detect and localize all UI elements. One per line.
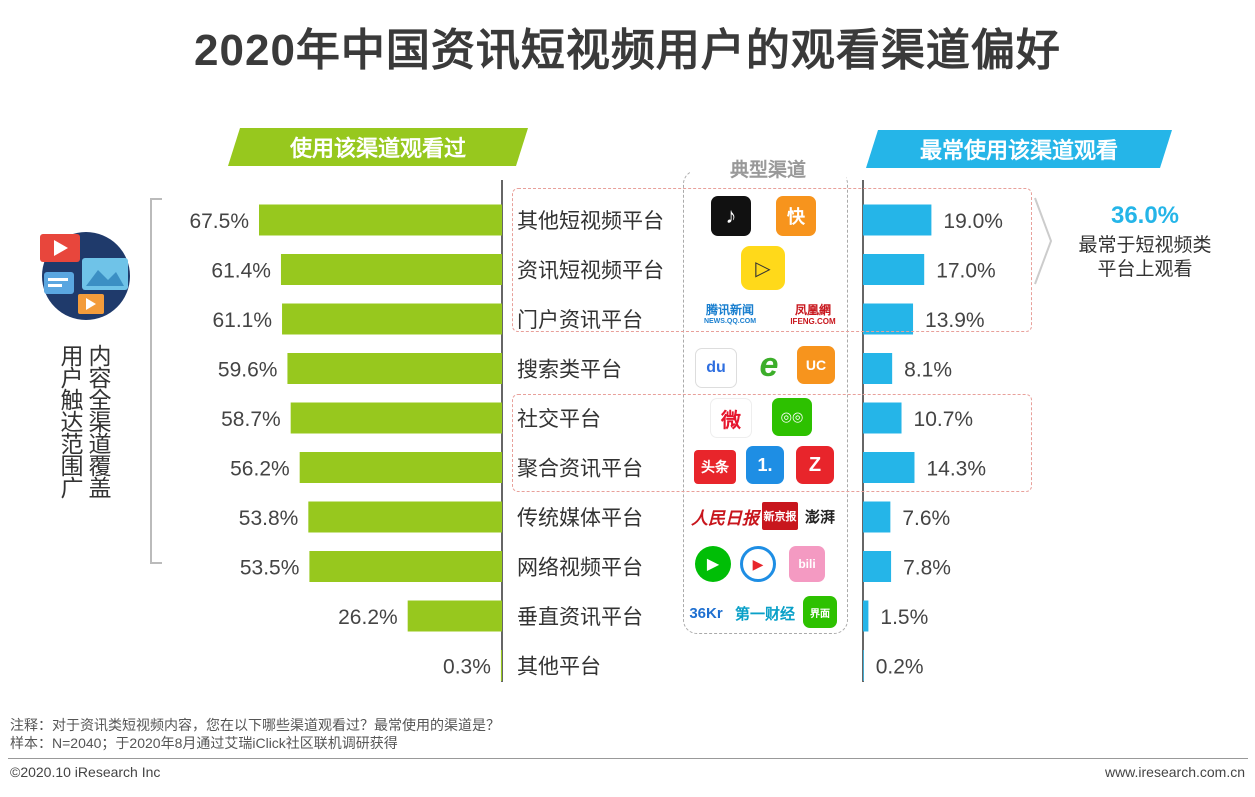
chevron-right-icon	[1034, 197, 1053, 285]
ie-browser-icon: e	[759, 345, 779, 384]
right-value-label: 10.7%	[914, 408, 974, 431]
left-bar	[259, 204, 502, 236]
left-value-label: 53.5%	[240, 557, 300, 580]
video-content-icon	[40, 232, 130, 320]
right-bar	[863, 600, 869, 632]
thepaper-logo: 澎湃	[804, 508, 835, 526]
note-sample: 样本：N=2040；于2020年8月通过艾瑞iClick社区联机调研获得	[10, 735, 398, 751]
xinjingbao-logo: 新京报	[762, 502, 798, 530]
category-label: 其他短视频平台	[517, 209, 664, 233]
left-value-label: 61.4%	[211, 260, 271, 283]
category-label: 搜索类平台	[517, 358, 622, 382]
summary-value: 36.0%	[1110, 202, 1180, 229]
category-label: 社交平台	[517, 407, 601, 431]
left-bar	[309, 551, 502, 582]
36kr-logo: 36Kr	[689, 604, 723, 622]
iqiyi-icon: ▶	[695, 546, 731, 582]
youku-icon: ▶	[740, 546, 776, 582]
left-value-label: 26.2%	[338, 606, 398, 629]
right-bar	[863, 204, 932, 236]
right-value-label: 7.6%	[902, 507, 950, 530]
left-value-label: 58.7%	[221, 408, 281, 431]
bilibili-icon: bili	[789, 546, 825, 582]
left-bar	[287, 353, 502, 384]
notes: 注释：对于资讯类短视频内容，您在以下哪些渠道观看过？最常使用的渠道是？ 样本：N…	[10, 716, 500, 752]
left-bar	[280, 254, 502, 285]
category-label: 传统媒体平台	[517, 506, 643, 530]
left-bar	[308, 501, 502, 533]
left-bar	[290, 402, 502, 434]
short-video-group-box	[512, 188, 1032, 332]
right-bar	[863, 452, 915, 483]
jiemian-logo: 界面	[803, 596, 837, 628]
category-label: 资讯短视频平台	[517, 259, 664, 283]
left-value-label: 67.5%	[189, 210, 249, 233]
right-value-label: 7.8%	[903, 557, 951, 580]
right-bar	[863, 551, 892, 582]
category-label: 其他平台	[517, 655, 601, 679]
wechat-icon: ◎◎	[772, 398, 812, 436]
right-value-label: 19.0%	[943, 210, 1003, 233]
right-value-label: 17.0%	[936, 260, 996, 283]
uc-browser-icon: UC	[797, 346, 835, 384]
left-bar	[407, 600, 502, 632]
toutiao-icon: 头条	[694, 450, 736, 484]
category-label: 聚合资讯平台	[517, 457, 643, 481]
left-bar	[282, 303, 502, 335]
right-bar	[863, 303, 914, 335]
yicai-logo: 第一财经	[734, 605, 795, 623]
zaker-icon: Z	[796, 446, 834, 484]
left-value-label: 53.8%	[239, 507, 299, 530]
pear-video-icon: ▷	[741, 246, 785, 290]
website: www.iresearch.com.cn	[1104, 764, 1245, 780]
summary-text: 最常于短视频类 平台上观看	[1078, 235, 1212, 280]
right-value-label: 0.2%	[876, 656, 924, 679]
left-bar	[299, 452, 502, 483]
tiktok-icon: ♪	[711, 196, 751, 236]
left-bar	[500, 650, 502, 681]
category-label: 垂直资讯平台	[517, 605, 643, 629]
right-bar	[863, 254, 925, 285]
footer-divider	[8, 758, 1248, 759]
baidu-icon: du	[695, 348, 737, 388]
copyright: ©2020.10 iResearch Inc	[10, 764, 161, 780]
right-bar	[863, 650, 864, 681]
right-value-label: 13.9%	[925, 309, 985, 332]
left-value-label: 0.3%	[443, 656, 491, 679]
yidian-icon: 1.	[746, 446, 784, 484]
right-value-label: 14.3%	[926, 458, 986, 481]
right-value-label: 1.5%	[880, 606, 928, 629]
channel-header: 典型渠道	[690, 155, 846, 182]
kuaishou-icon: 快	[776, 196, 816, 236]
right-banner: 最常使用该渠道观看	[866, 130, 1172, 168]
weibo-icon: 微	[710, 398, 752, 438]
right-bar	[863, 501, 891, 533]
social-aggregator-group-box	[512, 394, 1032, 492]
left-value-label: 59.6%	[218, 359, 278, 382]
note-question: 注释：对于资讯类短视频内容，您在以下哪些渠道观看过？最常使用的渠道是？	[10, 717, 500, 733]
left-value-label: 56.2%	[230, 458, 290, 481]
right-bar	[863, 402, 902, 434]
left-value-label: 61.1%	[212, 309, 272, 332]
category-label: 网络视频平台	[517, 556, 643, 580]
range-bracket	[150, 198, 162, 564]
ifeng-logo: 凤凰網 IFENG.COM	[790, 303, 836, 326]
side-label-coverage: 内容全渠道覆盖	[85, 344, 111, 498]
tencent-news-logo: 腾讯新闻 NEWS.QQ.COM	[703, 303, 757, 325]
left-banner: 使用该渠道观看过	[228, 128, 528, 166]
category-label: 门户资讯平台	[517, 308, 643, 332]
chart-title: 2020年中国资讯短视频用户的观看渠道偏好	[194, 26, 1061, 75]
right-bar	[863, 353, 893, 384]
peoples-daily-logo: 人民日报	[691, 508, 759, 528]
side-label-reach: 用户触达范围广	[57, 344, 83, 498]
right-value-label: 8.1%	[904, 359, 952, 382]
